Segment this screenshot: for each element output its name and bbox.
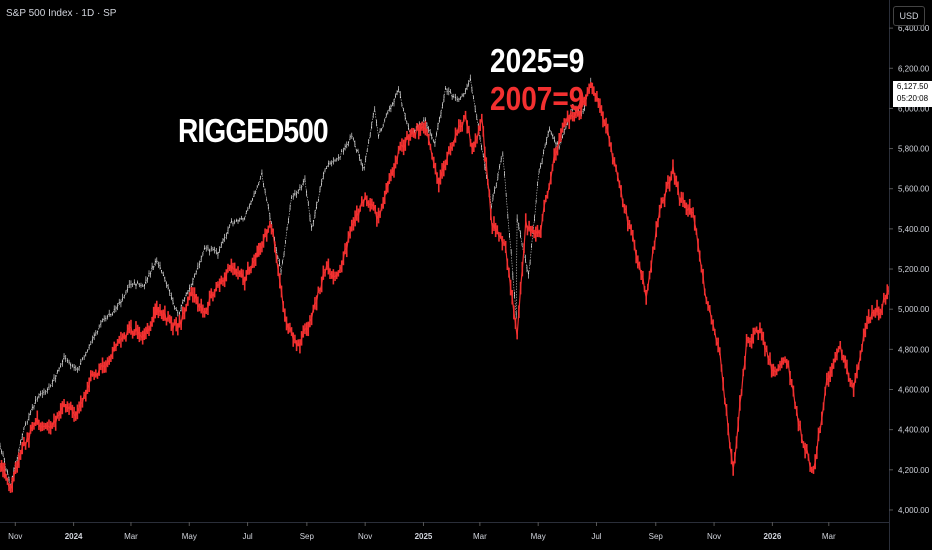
price-axis[interactable]: 4,000.00 4,200.00 4,400.00 4,600.00 4,800.00… (889, 24, 930, 515)
y-tick-label: 5,200.00 (898, 265, 930, 274)
series-0-line (0, 77, 592, 486)
last-price-label: 6,127.50 05:20:08 (893, 81, 932, 107)
y-tick-label: 5,800.00 (898, 145, 930, 154)
y-tick-label: 4,600.00 (898, 385, 930, 394)
x-tick-label: Nov (707, 532, 721, 541)
y-tick-label: 5,000.00 (898, 305, 930, 314)
x-tick-label: Sep (300, 532, 315, 541)
symbol-legend[interactable]: S&P 500 Index · 1D · SP (6, 8, 117, 19)
x-tick-label: May (531, 532, 546, 541)
x-tick-label: Mar (822, 532, 836, 541)
x-tick-label: Nov (8, 532, 22, 541)
x-tick-label: 2026 (763, 532, 781, 541)
x-tick-label: Jul (591, 532, 601, 541)
annotation-2007: 2007=9 (490, 80, 585, 117)
x-tick-label: Mar (124, 532, 138, 541)
y-tick-label: 4,000.00 (898, 506, 930, 515)
currency-button[interactable]: USD (893, 6, 925, 26)
annotation-2025: 2025=9 (490, 42, 585, 79)
x-tick-label: Jul (242, 532, 252, 541)
series-1 (0, 81, 890, 493)
series-1-line (0, 83, 890, 490)
countdown-timer: 05:20:08 (896, 94, 929, 103)
last-price-value: 6,127.50 (896, 82, 929, 91)
y-tick-label: 6,400.00 (898, 24, 930, 33)
annotation-rigged500: RIGGED500 (178, 112, 329, 149)
y-tick-label: 4,200.00 (898, 466, 930, 475)
x-tick-label: Sep (649, 532, 664, 541)
y-tick-label: 5,600.00 (898, 185, 930, 194)
series-0 (0, 74, 592, 488)
x-tick-label: Mar (473, 532, 487, 541)
x-tick-label: 2024 (65, 532, 83, 541)
y-tick-label: 4,800.00 (898, 345, 930, 354)
y-tick-label: 6,000.00 (898, 104, 930, 113)
y-tick-label: 5,400.00 (898, 225, 930, 234)
time-axis[interactable]: Nov 2024 Mar May Jul Sep Nov 2025 Mar May Jul Sep No… (8, 522, 836, 541)
series-layer (0, 74, 890, 493)
x-tick-label: Nov (358, 532, 372, 541)
x-tick-label: 2025 (415, 532, 433, 541)
x-tick-label: May (182, 532, 197, 541)
y-tick-label: 4,400.00 (898, 426, 930, 435)
y-tick-label: 6,200.00 (898, 64, 930, 73)
